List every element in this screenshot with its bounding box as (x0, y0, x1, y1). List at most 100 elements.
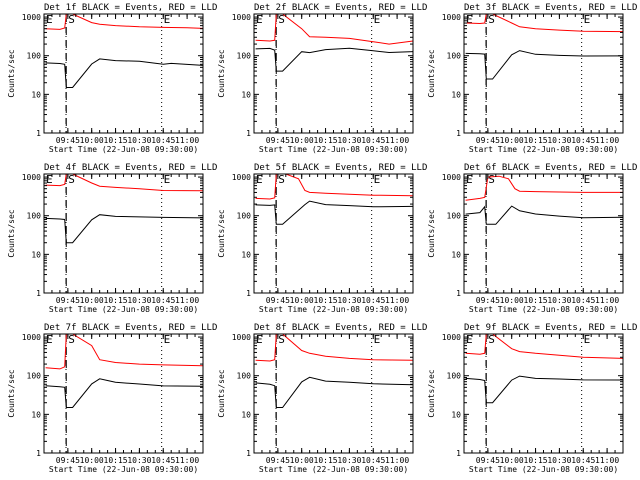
marker-label: E (466, 333, 473, 346)
x-tick-label: 10:15 (524, 296, 548, 305)
y-tick-label: 1000 (22, 13, 41, 22)
x-tick-label: 09:45 (56, 296, 80, 305)
marker-label: S (68, 13, 75, 26)
marker-label: E (584, 13, 591, 26)
x-tick-label: 09:45 (266, 136, 290, 145)
y-tick-label: 1 (246, 289, 251, 298)
detector-panel: E S E 1 10 100 1000 09:45 10:00 10:15 10:30 10:45 11… (7, 163, 217, 314)
y-tick-label: 100 (237, 212, 252, 221)
x-tick-label: 10:00 (500, 296, 524, 305)
y-tick-label: 1000 (442, 333, 461, 342)
x-axis-label: Start Time (22-Jun-08 09:30:00) (49, 305, 198, 314)
y-tick-label: 100 (237, 372, 252, 381)
y-tick-label: 1 (36, 449, 41, 458)
y-axis-label: Counts/sec (7, 49, 16, 97)
x-tick-label: 10:15 (104, 296, 128, 305)
x-axis-label: Start Time (22-Jun-08 09:30:00) (49, 465, 198, 474)
marker-label: S (278, 13, 285, 26)
x-tick-label: 09:45 (266, 296, 290, 305)
panel-title: Det 9f BLACK = Events, RED = LLD (464, 323, 637, 333)
y-tick-label: 1 (246, 449, 251, 458)
x-tick-label: 10:00 (290, 136, 314, 145)
panel-title: Det 6f BLACK = Events, RED = LLD (464, 163, 637, 173)
y-tick-label: 1 (36, 289, 41, 298)
x-tick-label: 10:45 (151, 136, 175, 145)
x-tick-label: 10:15 (524, 136, 548, 145)
panel-title: Det 2f BLACK = Events, RED = LLD (254, 3, 427, 13)
x-tick-label: 10:30 (127, 136, 151, 145)
marker-label: E (46, 173, 53, 186)
x-tick-label: 10:00 (500, 456, 524, 465)
y-tick-label: 1 (456, 289, 461, 298)
marker-label: E (466, 13, 473, 26)
x-tick-label: 09:45 (56, 456, 80, 465)
x-tick-label: 11:00 (385, 136, 409, 145)
x-axis-label: Start Time (22-Jun-08 09:30:00) (49, 145, 198, 154)
y-tick-label: 100 (27, 52, 42, 61)
detector-panel: E S E 1 10 100 1000 09:45 10:00 10:15 10:30 10:45 11… (217, 3, 427, 154)
events-series-line (255, 47, 414, 72)
detector-panel: E S E 1 10 100 1000 09:45 10:00 10:15 10:30 10:45 11… (7, 323, 217, 474)
panel-title: Det 7f BLACK = Events, RED = LLD (44, 323, 217, 333)
x-axis-label: Start Time (22-Jun-08 09:30:00) (259, 145, 408, 154)
x-tick-label: 10:15 (314, 456, 338, 465)
lld-series-line (45, 13, 204, 30)
y-tick-label: 1000 (232, 333, 251, 342)
y-tick-label: 100 (237, 52, 252, 61)
x-tick-label: 10:00 (290, 456, 314, 465)
y-tick-label: 10 (241, 410, 251, 419)
y-tick-label: 1000 (232, 13, 251, 22)
events-series-line (465, 205, 624, 225)
x-tick-label: 11:00 (175, 136, 199, 145)
marker-label: E (584, 333, 591, 346)
y-tick-label: 10 (451, 250, 461, 259)
marker-label: E (374, 13, 381, 26)
y-axis-label: Counts/sec (7, 209, 16, 257)
lld-series-line (45, 333, 204, 370)
x-tick-label: 10:00 (80, 296, 104, 305)
detector-panel: E S E 1 10 100 1000 09:45 10:00 10:15 10:30 10:45 11… (427, 323, 637, 474)
x-tick-label: 10:30 (337, 456, 361, 465)
x-tick-label: 10:00 (80, 456, 104, 465)
y-axis-label: Counts/sec (427, 209, 436, 257)
panel-title: Det 1f BLACK = Events, RED = LLD (44, 3, 217, 13)
y-tick-label: 1000 (442, 13, 461, 22)
marker-label: S (488, 333, 495, 346)
y-tick-label: 1000 (232, 173, 251, 182)
marker-label: S (278, 173, 285, 186)
marker-label: S (488, 173, 495, 186)
events-series-line (255, 376, 414, 408)
y-tick-label: 100 (447, 372, 462, 381)
marker-label: E (46, 13, 53, 26)
x-tick-label: 10:45 (361, 136, 385, 145)
marker-label: S (68, 333, 75, 346)
x-tick-label: 10:15 (104, 136, 128, 145)
lld-series-line (465, 333, 624, 359)
y-tick-label: 1 (36, 129, 41, 138)
x-tick-label: 10:45 (571, 456, 595, 465)
x-tick-label: 10:45 (151, 296, 175, 305)
y-tick-label: 100 (447, 212, 462, 221)
marker-label: E (256, 13, 263, 26)
x-axis-label: Start Time (22-Jun-08 09:30:00) (469, 465, 618, 474)
y-axis-label: Counts/sec (7, 369, 16, 417)
x-tick-label: 11:00 (595, 456, 619, 465)
y-tick-label: 10 (451, 410, 461, 419)
y-tick-label: 10 (241, 250, 251, 259)
plot-frame (43, 333, 204, 454)
x-axis-label: Start Time (22-Jun-08 09:30:00) (259, 305, 408, 314)
marker-label: E (374, 173, 381, 186)
y-tick-label: 10 (241, 90, 251, 99)
x-tick-label: 10:00 (80, 136, 104, 145)
x-tick-label: 09:45 (476, 456, 500, 465)
x-tick-label: 09:45 (476, 136, 500, 145)
marker-label: E (256, 173, 263, 186)
x-tick-label: 10:15 (314, 296, 338, 305)
y-tick-label: 1000 (22, 333, 41, 342)
x-tick-label: 10:45 (571, 296, 595, 305)
events-series-line (45, 58, 204, 88)
x-axis-label: Start Time (22-Jun-08 09:30:00) (469, 145, 618, 154)
y-tick-label: 100 (27, 212, 42, 221)
events-series-line (255, 200, 414, 225)
lld-series-line (45, 173, 204, 192)
